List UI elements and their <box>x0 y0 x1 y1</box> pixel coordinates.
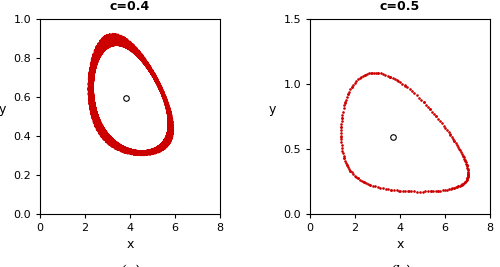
Y-axis label: y: y <box>0 103 6 116</box>
X-axis label: x: x <box>396 238 404 251</box>
Title: c=0.5: c=0.5 <box>380 0 420 13</box>
X-axis label: x: x <box>126 238 134 251</box>
Title: c=0.4: c=0.4 <box>110 0 150 13</box>
Text: (b): (b) <box>389 264 411 267</box>
Text: (a): (a) <box>120 264 141 267</box>
Y-axis label: y: y <box>268 103 276 116</box>
